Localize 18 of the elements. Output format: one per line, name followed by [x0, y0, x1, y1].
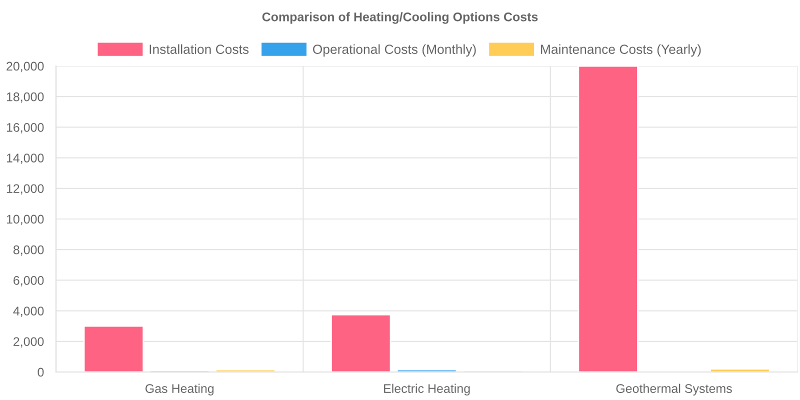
y-tick-label: 2,000 [14, 337, 44, 348]
x-tick-label: Electric Heating [384, 384, 470, 396]
legend-label: Operational Costs (Monthly) [313, 44, 476, 57]
y-tick-label: 20,000 [6, 62, 44, 72]
y-tick-label: 8,000 [13, 245, 44, 256]
legend-label: Maintenance Costs (Yearly) [541, 44, 701, 57]
y-tick-label: 0 [38, 368, 44, 377]
y-tick-label: 6,000 [14, 276, 44, 286]
chart-title: Comparison of Heating/Cooling Options Costs [262, 12, 538, 24]
y-tick-label: 12,000 [6, 184, 44, 195]
y-tick-label: 14,000 [6, 154, 44, 164]
x-tick-label: Gas Heating [145, 384, 214, 396]
y-tick-label: 18,000 [6, 92, 44, 103]
y-tick-label: 4,000 [13, 306, 44, 317]
y-tick-label: 10,000 [6, 214, 44, 226]
legend-label: Installation Costs [150, 44, 249, 54]
x-tick-label: Geothermal Systems [616, 384, 732, 396]
y-tick-label: 16,000 [6, 123, 44, 134]
